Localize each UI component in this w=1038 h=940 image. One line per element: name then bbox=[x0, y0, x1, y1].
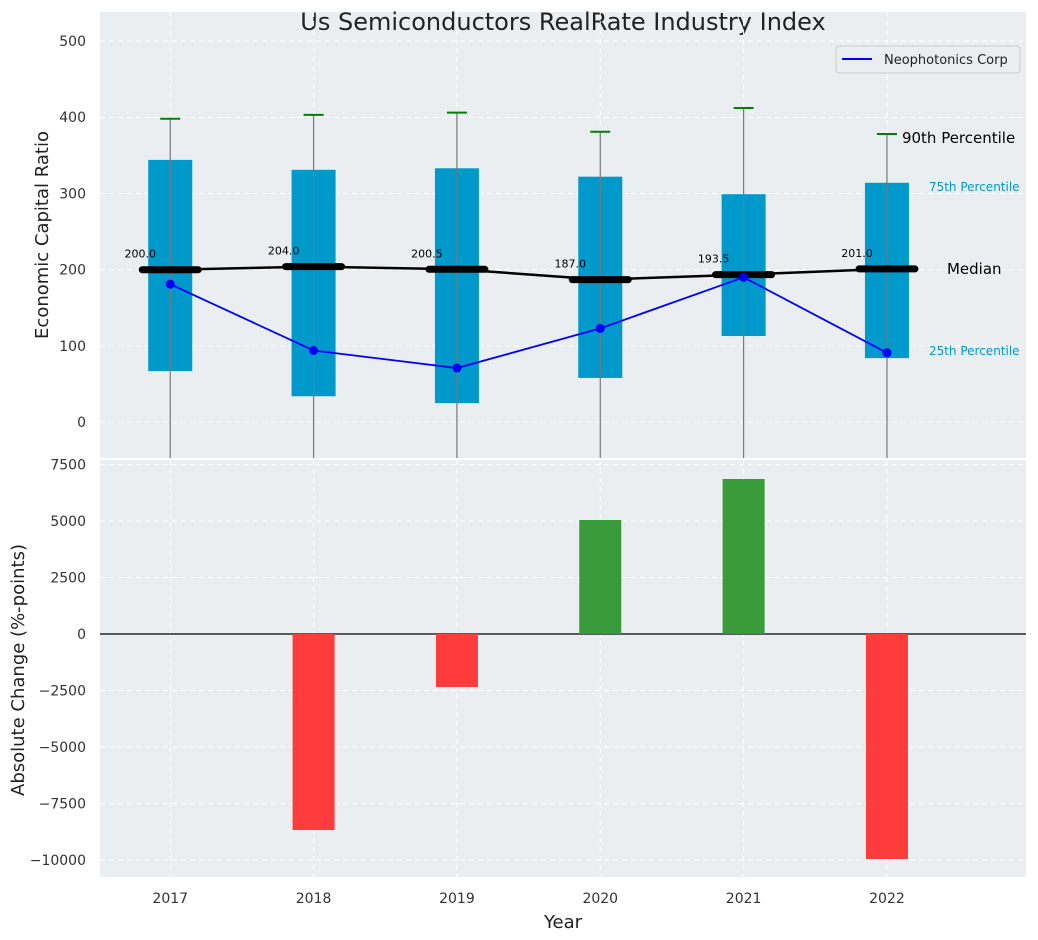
y-tick-label: −7500 bbox=[39, 797, 86, 813]
series-line bbox=[169, 276, 888, 369]
x-tick-label: 2019 bbox=[439, 891, 475, 907]
change-bar bbox=[435, 634, 478, 687]
y-tick-label: 7500 bbox=[50, 457, 86, 473]
y-tick-label: −5000 bbox=[39, 740, 86, 756]
x-tick-label: 2022 bbox=[869, 891, 905, 907]
change-bar bbox=[579, 520, 622, 635]
y-tick-label: −2500 bbox=[39, 684, 86, 700]
median-label: 200.5 bbox=[411, 247, 443, 260]
y-tick-label: 200 bbox=[59, 263, 86, 279]
series-point bbox=[595, 323, 605, 333]
median-label: 200.0 bbox=[124, 248, 156, 261]
y-tick-label: −10000 bbox=[30, 853, 86, 869]
x-tick-label: 2020 bbox=[582, 891, 618, 907]
median-label: 187.0 bbox=[555, 258, 587, 271]
x-tick-label: 2018 bbox=[296, 891, 332, 907]
median-label: 201.0 bbox=[841, 247, 873, 260]
y-axis-label-top: Economic Capital Ratio bbox=[32, 131, 53, 339]
annotation-p75: 75th Percentile bbox=[929, 180, 1020, 194]
legend bbox=[835, 45, 1021, 74]
y-tick-label: 300 bbox=[59, 186, 86, 202]
y-tick-label: 400 bbox=[59, 110, 86, 126]
y-tick-label: 2500 bbox=[50, 570, 86, 586]
series-point bbox=[452, 363, 462, 373]
series-point bbox=[309, 346, 319, 356]
annotation-p25: 25th Percentile bbox=[929, 344, 1020, 358]
y-axis-label-bottom: Absolute Change (%-points) bbox=[8, 544, 29, 796]
x-tick-label: 2021 bbox=[726, 891, 762, 907]
y-tick-label: 0 bbox=[77, 415, 86, 431]
change-bar bbox=[292, 634, 335, 831]
series-point bbox=[739, 272, 749, 282]
change-bar bbox=[865, 634, 908, 860]
change-bar bbox=[722, 479, 765, 635]
annotation-median: Median bbox=[947, 260, 1002, 278]
y-tick-label: 500 bbox=[59, 34, 86, 50]
annotation-p90: 90th Percentile bbox=[902, 129, 1015, 147]
series-point bbox=[882, 348, 892, 358]
x-tick-label: 2017 bbox=[152, 891, 188, 907]
chart-title: Us Semiconductors RealRate Industry Inde… bbox=[300, 8, 825, 36]
x-axis-label: Year bbox=[543, 912, 583, 933]
median-label: 204.0 bbox=[268, 245, 300, 258]
median-label: 193.5 bbox=[698, 253, 730, 266]
series-point bbox=[165, 279, 175, 289]
y-tick-label: 100 bbox=[59, 339, 86, 355]
y-tick-label: 5000 bbox=[50, 514, 86, 530]
legend-label: Neophotonics Corp bbox=[884, 53, 1008, 68]
y-tick-label: 0 bbox=[77, 627, 86, 643]
